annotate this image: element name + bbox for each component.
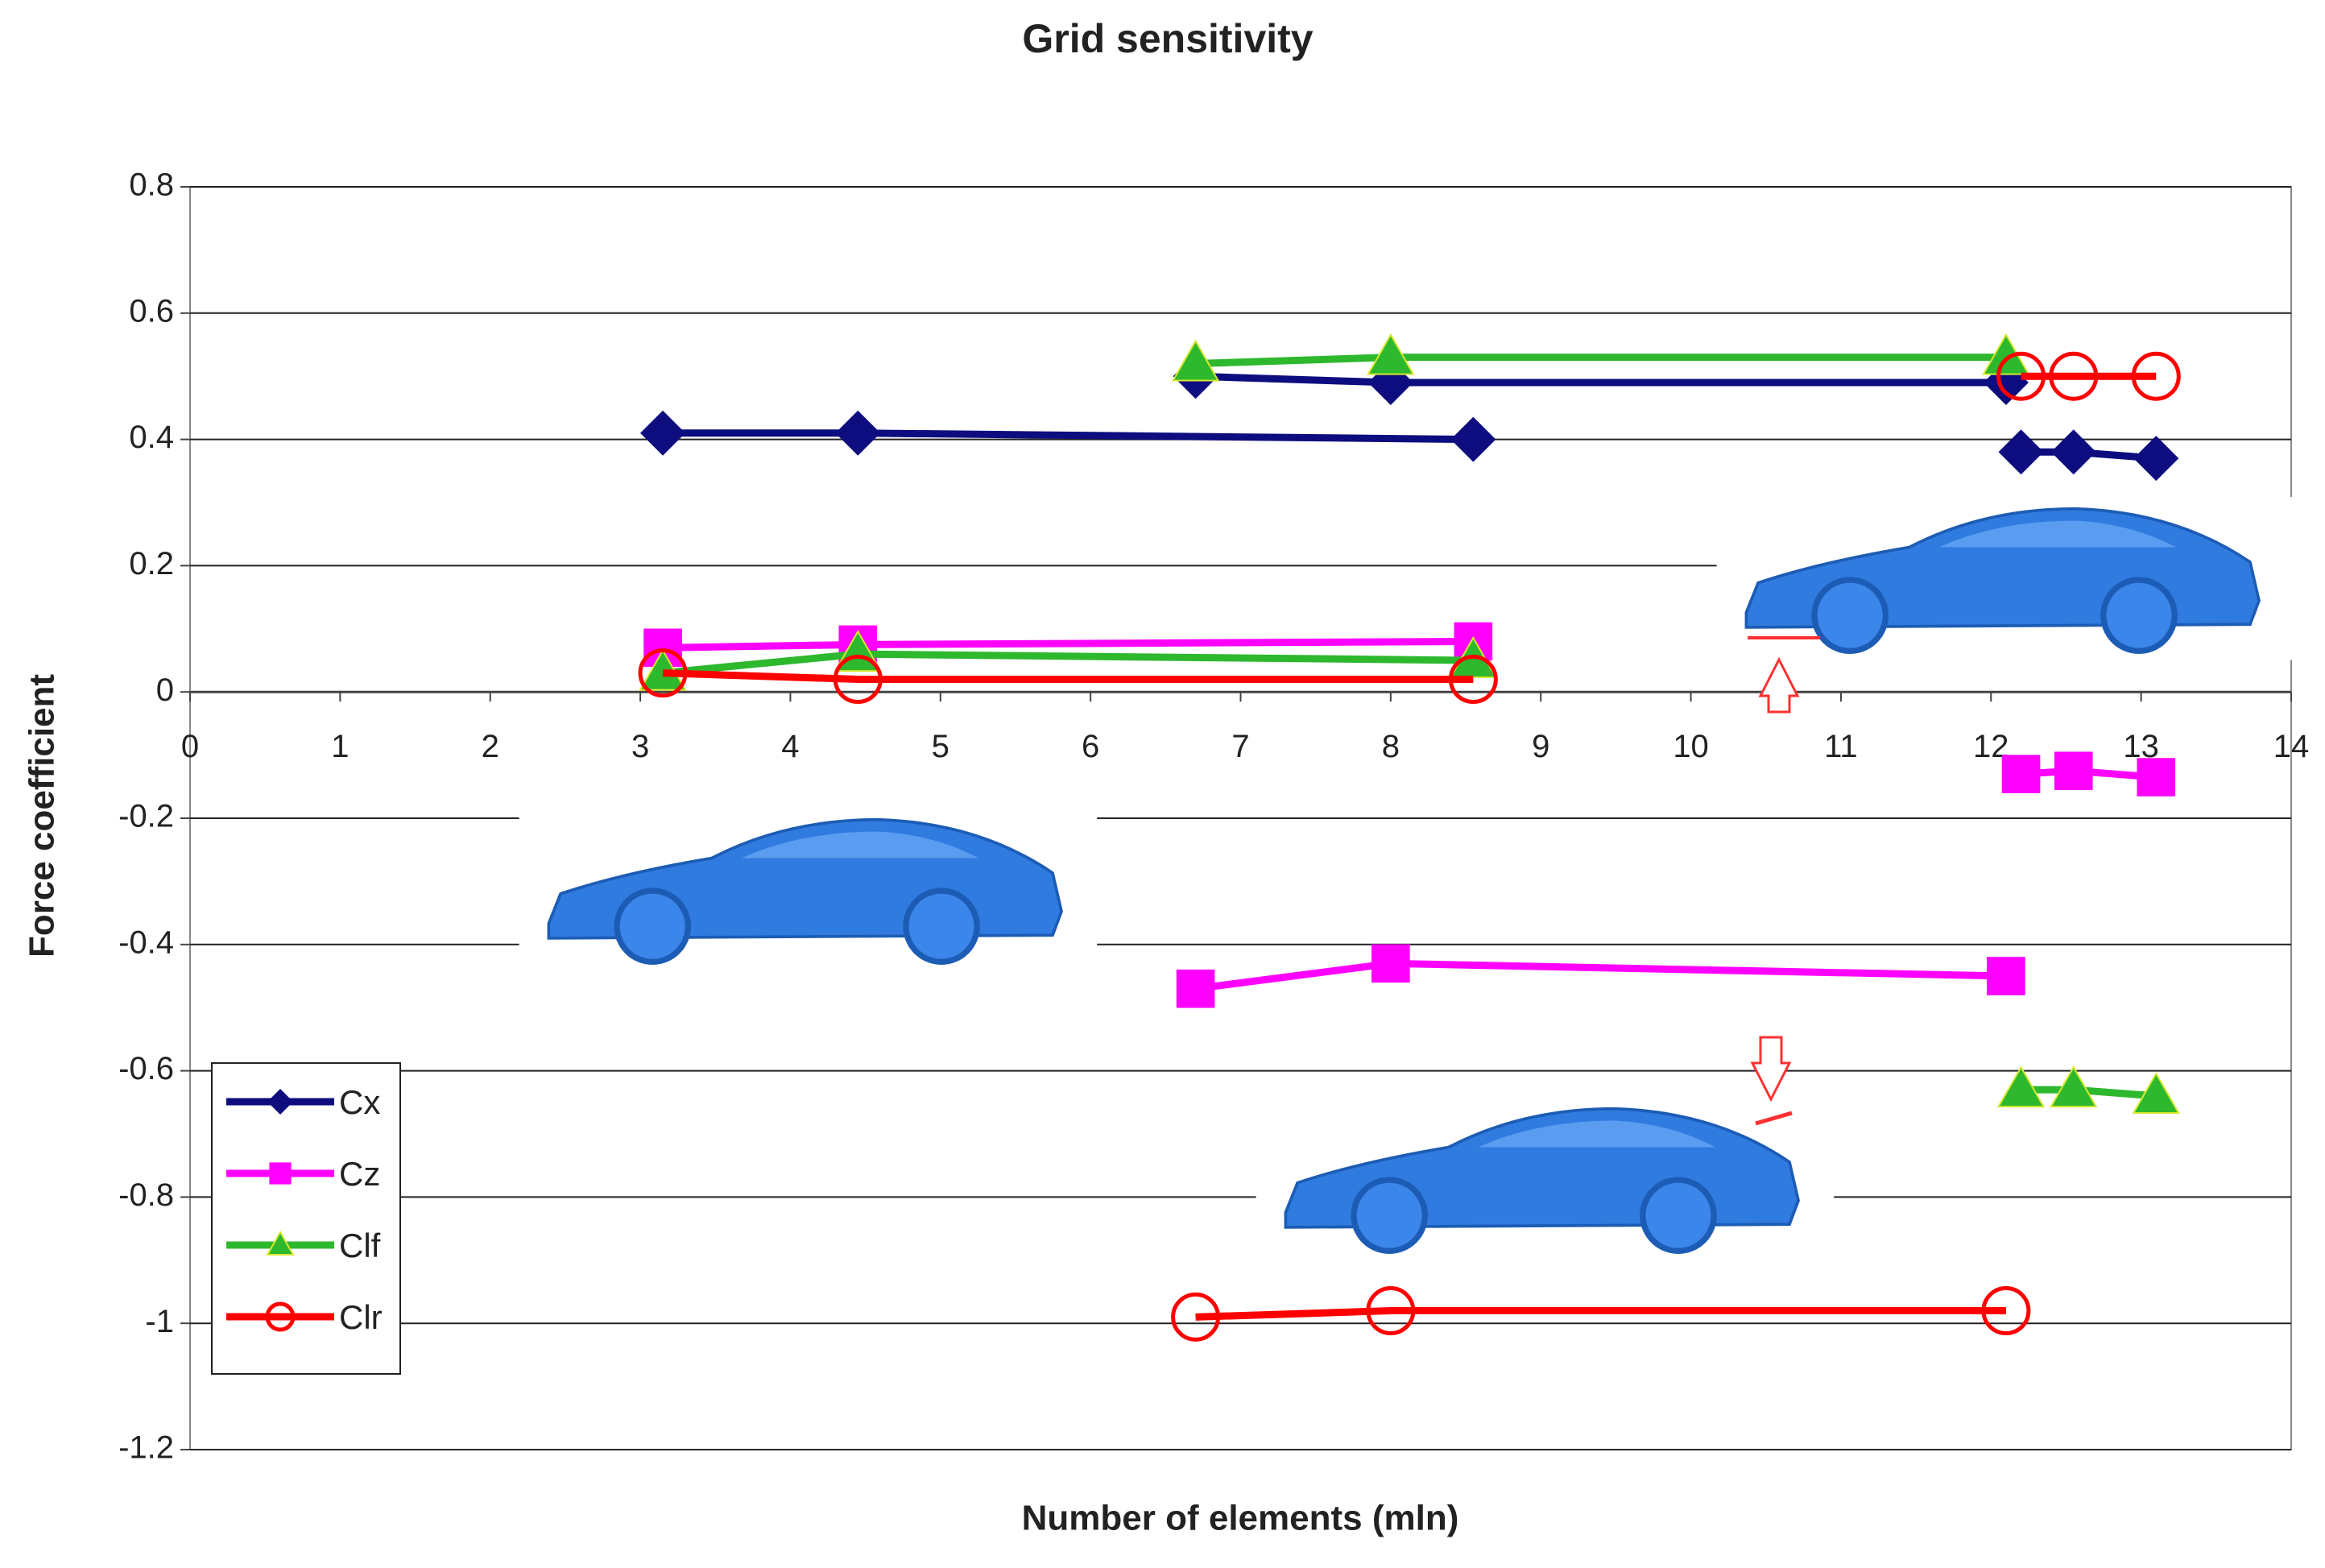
x-tick-label: 3 — [631, 729, 649, 764]
circle-marker — [1448, 655, 1498, 705]
diamond-marker — [640, 410, 686, 456]
legend-label: Clf — [339, 1227, 381, 1264]
y-tick-label: -0.2 — [118, 799, 174, 834]
square-marker — [1371, 944, 1410, 983]
legend-label: Cx — [339, 1083, 380, 1121]
y-tick-label: 0.4 — [129, 420, 174, 455]
square-marker — [1176, 969, 1215, 1008]
circle-marker — [1171, 1292, 1221, 1342]
triangle-marker — [266, 1230, 295, 1256]
diamond-marker — [835, 410, 881, 456]
y-tick-label: 0.6 — [129, 293, 174, 329]
x-tick-label: 2 — [482, 729, 499, 764]
diamond-marker — [2133, 436, 2179, 482]
diamond-marker — [267, 1089, 293, 1115]
diamond-marker — [1998, 429, 2044, 475]
y-tick-label: -1 — [145, 1304, 174, 1339]
triangle-marker — [2132, 1071, 2181, 1114]
series-line — [663, 372, 2157, 462]
y-tick-label: 0 — [156, 672, 174, 708]
x-tick-label: 11 — [1824, 729, 1858, 764]
circle-marker — [1996, 351, 2046, 401]
illustrations — [519, 497, 2295, 1260]
arrow-up — [1758, 656, 1800, 714]
circle-marker — [1981, 1286, 2031, 1336]
x-tick-label: 0 — [181, 729, 199, 764]
circle-marker — [1366, 1286, 1416, 1336]
y-tick-label: 0.2 — [129, 546, 174, 581]
diamond-marker — [1450, 416, 1496, 462]
y-tick-label: -0.6 — [118, 1051, 174, 1086]
x-tick-label: 8 — [1382, 729, 1400, 764]
x-tick-label: 4 — [781, 729, 799, 764]
y-axis-title: Force coefficient — [23, 674, 62, 958]
grid: -1.2-1-0.8-0.6-0.4-0.200.20.40.60.80 1 2 3 4… — [118, 168, 2309, 1466]
x-tick-label: 14 — [2273, 729, 2310, 764]
square-marker — [2001, 755, 2041, 793]
diamond-marker — [2050, 429, 2096, 475]
legend-box — [211, 1062, 401, 1375]
circle-marker — [638, 648, 688, 698]
circle-marker — [265, 1301, 296, 1332]
chart-title: Grid sensitivity — [1022, 16, 1313, 61]
ground-mark — [1755, 1111, 1793, 1126]
y-tick-label: -0.4 — [118, 925, 174, 960]
car-illustration — [1256, 1097, 1835, 1260]
y-tick-label: -0.8 — [118, 1177, 174, 1213]
series-line — [662, 354, 2157, 1100]
car-illustration — [1717, 497, 2295, 660]
x-tick-label: 7 — [1231, 729, 1249, 764]
x-tick-label: 9 — [1532, 729, 1549, 764]
legend: Cx Cz Clf Clr — [211, 1062, 401, 1375]
series-line — [662, 372, 2157, 1321]
circle-marker — [2049, 351, 2099, 401]
y-tick-label: -1.2 — [118, 1430, 174, 1466]
x-tick-label: 1 — [331, 729, 349, 764]
x-tick-label: 10 — [1673, 729, 1709, 764]
triangle-marker — [1367, 333, 1415, 375]
circle-marker — [833, 655, 883, 705]
square-marker — [2137, 758, 2176, 796]
y-tick-label: 0.8 — [129, 168, 174, 203]
triangle-marker — [1996, 1065, 2046, 1108]
arrow-down — [1750, 1036, 1792, 1103]
circle-marker — [2131, 351, 2181, 401]
x-tick-label: 6 — [1082, 729, 1099, 764]
legend-label: Clr — [339, 1298, 383, 1336]
car-illustration — [519, 808, 1098, 970]
square-marker — [1987, 957, 2025, 995]
x-tick-label: 5 — [932, 729, 949, 764]
x-axis-title: Number of elements (mln) — [1022, 1499, 1459, 1538]
plot-data — [638, 333, 2181, 1342]
triangle-marker — [1171, 339, 1220, 382]
square-marker — [2054, 751, 2093, 790]
triangle-marker — [2050, 1065, 2098, 1108]
legend-label: Cz — [339, 1155, 380, 1193]
square-marker — [269, 1162, 292, 1185]
